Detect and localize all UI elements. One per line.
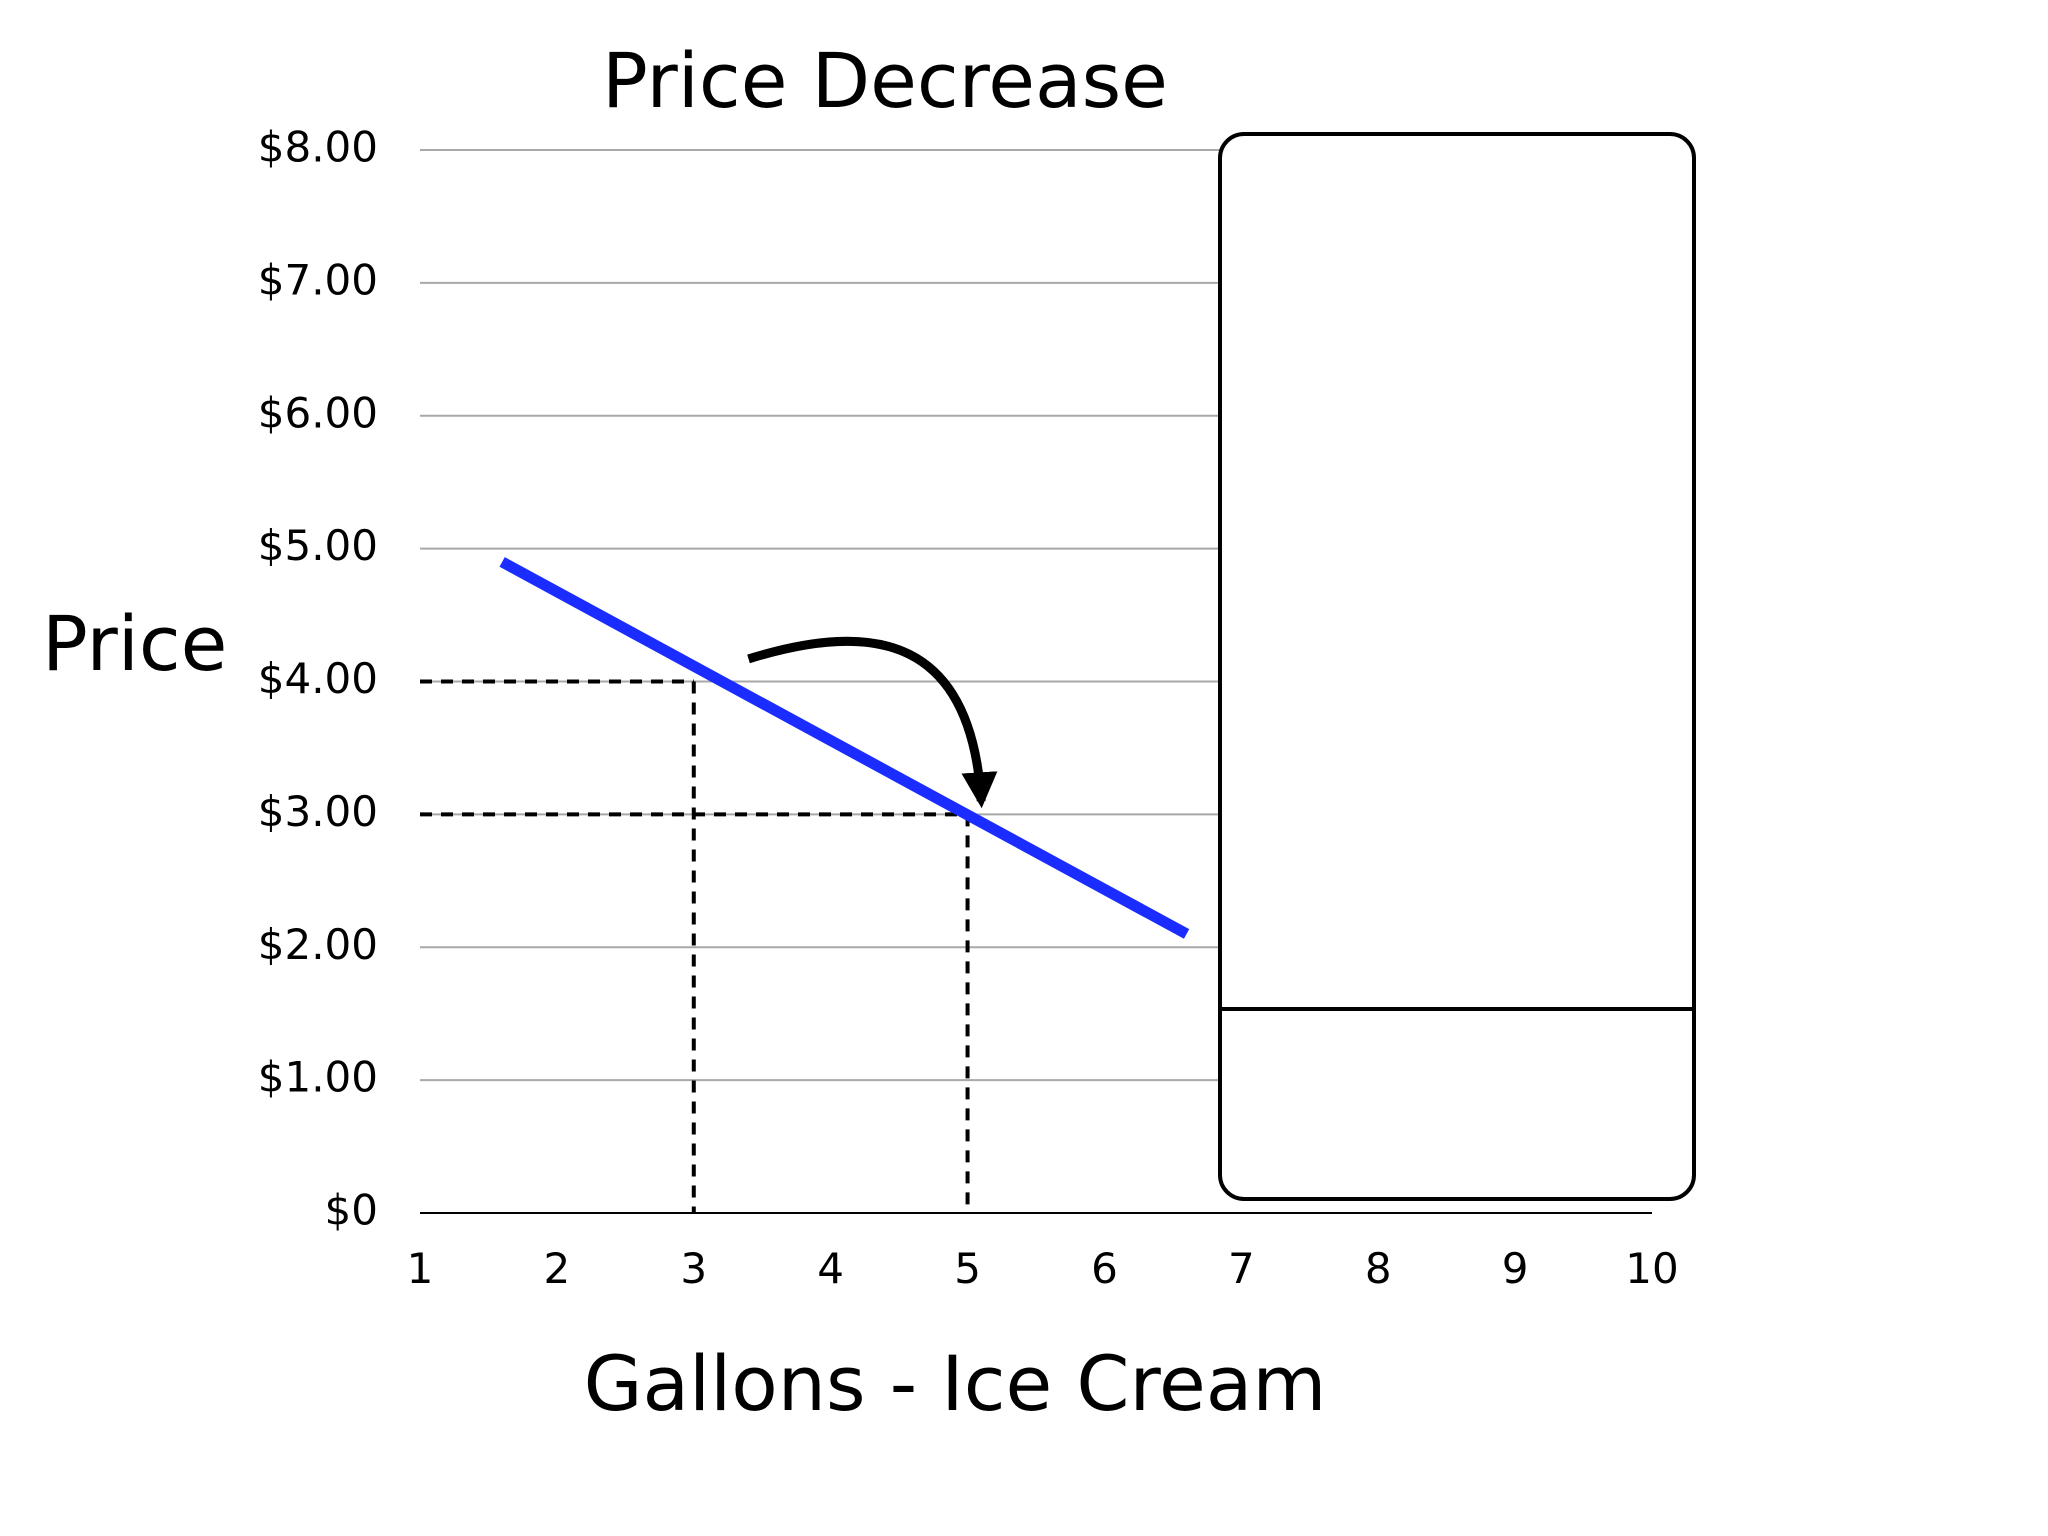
x-axis-label: Gallons - Ice Cream: [584, 1339, 1327, 1428]
y-tick-labels: $0 $1.00 $2.00 $3.00 $4.00 $5.00 $6.00 $7.00 $8.…: [258, 123, 378, 1235]
x-tick-label: 8: [1365, 1244, 1392, 1293]
x-tick-label: 9: [1502, 1244, 1529, 1293]
price-change-arrow: [747, 636, 998, 809]
y-tick-label: $1.00: [258, 1053, 378, 1102]
y-tick-label: $8.00: [258, 123, 378, 172]
y-tick-label: $5.00: [258, 521, 378, 570]
y-tick-label: $7.00: [258, 255, 378, 304]
x-tick-label: 4: [817, 1244, 844, 1293]
x-tick-label: 2: [544, 1244, 571, 1293]
reference-dashed-lines: [420, 679, 970, 1213]
y-tick-label: $4.00: [258, 654, 378, 703]
y-tick-label: $0: [325, 1186, 378, 1235]
x-tick-labels: 1 2 3 4 5 6 7 8 9 10: [407, 1244, 1679, 1293]
demand-curve-group: [499, 557, 1190, 939]
x-tick-label: 6: [1091, 1244, 1118, 1293]
y-tick-label: $2.00: [258, 920, 378, 969]
y-tick-label: $6.00: [258, 388, 378, 437]
grid-lines: [420, 149, 1220, 1082]
x-tick-label: 10: [1625, 1244, 1678, 1293]
x-tick-label: 7: [1228, 1244, 1255, 1293]
x-tick-label: 3: [680, 1244, 707, 1293]
legend-box: [1218, 132, 1696, 1201]
y-tick-label: $3.00: [258, 787, 378, 836]
x-tick-label: 5: [954, 1244, 981, 1293]
chart-title: Price Decrease: [602, 36, 1168, 125]
demand-curve-line: [499, 557, 1190, 939]
y-axis-label: Price: [42, 599, 227, 688]
x-tick-label: 1: [407, 1244, 434, 1293]
